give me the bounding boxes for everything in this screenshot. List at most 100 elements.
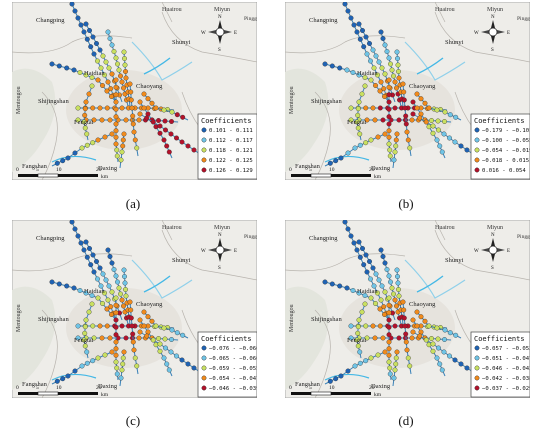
place-label-mentougou: Mentougou: [289, 304, 295, 332]
metro-station: [107, 36, 113, 41]
metro-station: [350, 288, 356, 293]
metro-station: [123, 287, 128, 292]
metro-station: [84, 254, 90, 260]
metro-station: [342, 2, 348, 7]
metro-line: [402, 301, 412, 375]
metro-station: [113, 106, 119, 112]
map-panel-b: Huairou Miyun Changping Pinggu Shunyi Haidian…: [285, 2, 530, 180]
metro-station: [423, 119, 429, 125]
metro-station: [87, 28, 92, 33]
metro-station: [161, 107, 167, 113]
place-label-shunyi: Shunyi: [172, 257, 191, 264]
district-boundary: [161, 2, 173, 23]
legend-swatch: [474, 365, 480, 371]
place-label-shunyi: Shunyi: [172, 39, 191, 46]
metro-station: [375, 352, 381, 358]
metro-station: [95, 355, 101, 361]
metro-station: [363, 140, 369, 146]
metro-station: [386, 302, 392, 308]
metro-station: [179, 139, 185, 145]
metro-station: [364, 51, 370, 57]
metro-station: [69, 2, 75, 7]
place-label-fangshan: Fangshan: [22, 163, 48, 170]
metro-station: [75, 335, 81, 341]
metro-station: [123, 117, 129, 123]
metro-station: [359, 91, 365, 97]
metro-station: [119, 323, 125, 329]
legend: Coefficients −0.179 - −0.101 −0.100 - −0.0…: [470, 113, 530, 180]
metro-station: [86, 91, 92, 97]
metro-station: [120, 137, 126, 143]
place-label-fangshan: Fangshan: [22, 381, 48, 388]
place-label-miyun: Miyun: [214, 7, 230, 13]
legend-range-label: −0.065 - −0.060: [209, 356, 257, 362]
airport-express-line: [143, 275, 171, 293]
place-label-chaoyang: Chaoyang: [409, 83, 436, 90]
compass-w-label: W: [474, 31, 479, 36]
metro-station: [128, 89, 134, 95]
legend-swatch: [474, 157, 480, 163]
metro-station: [89, 301, 95, 307]
compass-n-label: N: [491, 15, 495, 20]
metro-station: [108, 304, 114, 310]
metro-station: [392, 323, 398, 329]
metro-station: [122, 280, 128, 286]
legend-range-label: 0.126 - 0.129: [209, 168, 253, 174]
metro-station: [161, 137, 167, 143]
metro-station: [169, 327, 175, 333]
metro-station: [377, 323, 383, 329]
fangshan-line: [324, 373, 370, 381]
scale-bar: [18, 391, 98, 396]
metro-station: [90, 34, 96, 40]
metro-station: [116, 285, 122, 291]
metro-station: [344, 67, 350, 73]
place-label-changping: Changping: [36, 17, 65, 24]
legend: Coefficients −0.057 - −0.052 −0.051 - −0.0…: [470, 331, 530, 398]
metro-station: [430, 130, 436, 136]
metro-station: [130, 113, 136, 119]
metro-station: [97, 265, 103, 271]
metro-station: [83, 317, 89, 323]
metro-station: [403, 113, 409, 119]
metro-station: [348, 323, 354, 329]
metro-station: [350, 70, 356, 75]
legend-swatch: [474, 355, 480, 361]
metro-station: [407, 145, 413, 151]
compass-s-label: S: [491, 48, 494, 53]
legend-title: Coefficients: [201, 335, 252, 343]
metro-station: [375, 290, 380, 296]
metro-station: [370, 105, 376, 111]
district-boundary: [434, 2, 446, 23]
legend-range-label: −0.042 - −0.038: [482, 376, 530, 382]
metro-station: [136, 335, 142, 341]
scale-tick-label: 5: [36, 167, 39, 173]
metro-station: [82, 112, 88, 118]
metro-station: [91, 269, 97, 275]
metro-station: [355, 106, 361, 112]
metro-station: [156, 118, 161, 123]
metro-station: [348, 15, 354, 21]
metro-station: [387, 147, 393, 153]
metro-station: [396, 335, 402, 341]
metro-station: [396, 287, 401, 292]
legend-range-label: −0.037 - −0.029: [482, 386, 530, 392]
legend-title: Coefficients: [474, 335, 525, 343]
metro-station: [81, 247, 87, 253]
metro-station: [357, 131, 363, 137]
metro-station: [364, 335, 370, 341]
metro-station: [113, 332, 119, 338]
metro-station: [116, 67, 122, 73]
metro-station: [447, 135, 452, 141]
metro-station: [388, 279, 393, 285]
metro-station: [145, 314, 151, 320]
compass-e-label: E: [234, 249, 237, 254]
map-b: Huairou Miyun Changping Pinggu Shunyi Haidian…: [285, 2, 530, 180]
metro-station: [122, 56, 127, 61]
airport-express-line: [416, 275, 444, 293]
metro-station: [161, 325, 167, 331]
scale-tick-label: 10: [329, 385, 335, 391]
metro-station: [64, 283, 70, 289]
metro-station: [410, 329, 416, 335]
metro-station: [56, 63, 62, 69]
metro-station: [388, 61, 393, 67]
